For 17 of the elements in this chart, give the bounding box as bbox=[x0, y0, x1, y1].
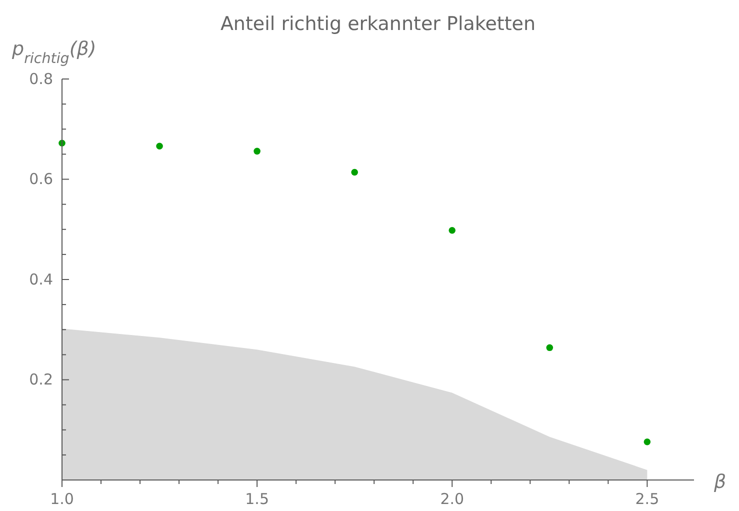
point bbox=[351, 168, 358, 176]
y-tick-label: 0.4 bbox=[29, 270, 53, 288]
y-tick-label: 0.2 bbox=[29, 370, 53, 389]
point bbox=[448, 227, 456, 234]
x-tick-label: 2.0 bbox=[440, 490, 464, 508]
x-tick-label: 1.0 bbox=[50, 490, 74, 508]
x-axis-title: β bbox=[713, 471, 726, 493]
chart-title: Anteil richtig erkannter Plaketten bbox=[220, 13, 536, 35]
x-tick-label: 2.5 bbox=[635, 490, 660, 508]
point bbox=[254, 148, 260, 155]
x-tick-label: 1.5 bbox=[245, 490, 269, 508]
point bbox=[546, 344, 554, 352]
point bbox=[156, 142, 163, 150]
y-tick-label: 0.6 bbox=[29, 170, 53, 188]
y-axis-title: p$_{richtig}$(β) bbox=[11, 38, 96, 67]
y-tick-label: 0.8 bbox=[29, 70, 53, 88]
point bbox=[644, 438, 651, 446]
